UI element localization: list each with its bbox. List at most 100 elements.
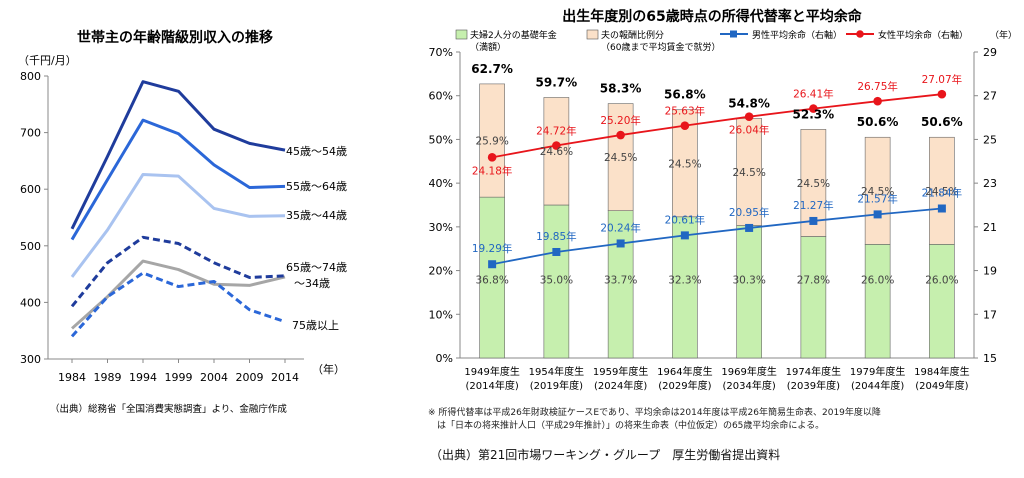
right-x-sub-label: (2019年度) xyxy=(530,379,583,392)
bar-earnings-related xyxy=(929,136,955,245)
legend-earnings-swatch xyxy=(586,29,599,40)
left-series-label: ～34歳 xyxy=(294,277,330,290)
bar-total-label: 58.3% xyxy=(600,82,642,96)
female-value-label: 25.63年 xyxy=(665,105,706,118)
earnings-value-label: 25.9% xyxy=(475,136,508,148)
bar-total-label: 52.3% xyxy=(793,107,835,121)
male-value-label: 21.57年 xyxy=(857,192,898,205)
bar-total-label: 62.7% xyxy=(471,62,513,76)
male-marker xyxy=(680,231,689,240)
left-axes: 300 400 500 600 700 800 1984 1989 1994 1999 2004 20… xyxy=(20,70,304,384)
left-series-line xyxy=(70,235,286,308)
left-source: （出典）総務省「全国消費実態調査」より、金融庁作成 xyxy=(50,403,287,415)
male-marker xyxy=(552,247,561,256)
male-value-label: 19.85年 xyxy=(536,230,577,243)
female-value-label: 26.41年 xyxy=(793,88,834,101)
earnings-value-label: 24.5% xyxy=(861,186,894,198)
bar-basic-pension xyxy=(672,216,698,359)
male-marker xyxy=(809,216,818,225)
right-y-tick-label: 40% xyxy=(429,177,453,190)
right-x-tick-label: 1954年度生 xyxy=(529,365,584,378)
earnings-value-label: 24.5% xyxy=(925,186,958,198)
male-value-label: 20.61年 xyxy=(665,213,706,226)
left-series-line xyxy=(70,271,286,338)
legend-male-label: 男性平均余命（右軸） xyxy=(752,29,842,41)
legend-female-label: 女性平均余命（右軸） xyxy=(878,29,968,41)
left-series-line xyxy=(70,80,286,230)
basic-value-label: 30.3% xyxy=(732,274,765,286)
bar-basic-pension xyxy=(479,196,505,359)
right-x-sub-label: (2034年度) xyxy=(722,379,775,392)
female-value-label: 24.72年 xyxy=(536,125,577,138)
right-y2-tick-label: 29 xyxy=(983,46,997,59)
basic-value-label: 27.8% xyxy=(797,274,830,286)
right-x-tick-label: 1979年度生 xyxy=(850,365,905,378)
left-x-tick-label: 1989 xyxy=(94,371,122,384)
female-marker xyxy=(616,130,625,140)
bar-total-label: 50.6% xyxy=(921,115,963,129)
left-y-tick-label: 600 xyxy=(20,183,41,196)
bar-total-label: 56.8% xyxy=(664,88,706,102)
basic-value-label: 26.0% xyxy=(861,274,894,286)
female-value-label: 25.20年 xyxy=(600,114,641,127)
male-value-label: 21.27年 xyxy=(793,199,834,212)
right-x-sub-label: (2024年度) xyxy=(594,379,647,392)
bar-basic-pension xyxy=(800,236,827,359)
left-y-tick-label: 500 xyxy=(20,240,41,253)
left-x-tick-label: 1984 xyxy=(58,371,86,384)
bar-basic-pension xyxy=(736,225,762,359)
bar-earnings-related xyxy=(543,97,570,206)
right-y-tick-label: 30% xyxy=(429,221,453,234)
bar-earnings-related xyxy=(607,103,634,211)
legend-male-marker xyxy=(730,30,737,38)
basic-value-label: 35.0% xyxy=(540,274,573,286)
right-axes: 0% 10% 20% 30% 40% 50% 60% 70% 15 17 19 21 23 25 27 29 1… xyxy=(429,46,997,392)
right-x-tick-label: 1969年度生 xyxy=(721,365,776,378)
basic-value-label: 32.3% xyxy=(668,274,701,286)
right-y2-tick-label: 25 xyxy=(983,133,997,146)
right-lines xyxy=(487,89,947,269)
right-y-tick-label: 0% xyxy=(436,352,453,365)
earnings-value-label: 24.5% xyxy=(604,152,637,164)
male-marker xyxy=(873,210,882,219)
earnings-value-label: 24.5% xyxy=(668,158,701,170)
male-value-label: 20.95年 xyxy=(729,206,770,219)
right-x-tick-label: 1984年度生 xyxy=(914,365,969,378)
left-series-lines xyxy=(70,80,286,338)
left-x-tick-label: 2014 xyxy=(271,371,299,384)
male-marker xyxy=(745,223,754,232)
right-x-tick-label: 1959年度生 xyxy=(593,365,648,378)
legend-basic-label: 夫婦2人分の基礎年金 xyxy=(470,29,557,41)
basic-value-label: 26.0% xyxy=(925,274,958,286)
left-y-tick-label: 400 xyxy=(20,296,41,309)
right-y2-unit: （年） xyxy=(990,29,1017,41)
right-y-tick-label: 70% xyxy=(429,46,453,59)
left-series-line xyxy=(70,172,286,278)
legend-basic-sub: （満額） xyxy=(470,41,506,53)
bar-total-label: 59.7% xyxy=(536,75,578,89)
right-x-tick-label: 1964年度生 xyxy=(657,365,712,378)
left-x-tick-label: 1999 xyxy=(165,371,193,384)
right-y-tick-label: 50% xyxy=(429,133,453,146)
right-bars xyxy=(479,83,955,359)
left-y-unit: （千円/月） xyxy=(18,54,77,67)
bar-basic-pension xyxy=(864,244,891,359)
male-marker xyxy=(937,204,946,213)
left-x-tick-label: 2004 xyxy=(200,371,228,384)
right-y2-tick-label: 17 xyxy=(983,308,997,321)
female-marker xyxy=(809,104,818,113)
basic-value-label: 36.8% xyxy=(475,274,508,286)
right-x-sub-label: (2029年度) xyxy=(658,379,711,392)
legend-earnings-sub: （60歳まで平均賃金で就労） xyxy=(601,41,720,53)
earnings-value-label: 24.5% xyxy=(732,167,765,179)
bar-basic-pension xyxy=(607,210,634,359)
basic-value-label: 33.7% xyxy=(604,274,637,286)
right-y2-tick-label: 19 xyxy=(983,265,997,278)
left-y-tick-label: 300 xyxy=(20,353,41,366)
male-value-label: 19.29年 xyxy=(472,242,513,255)
left-series-labels: 45歳～54歳 55歳～64歳 35歳～44歳 65歳～74歳 ～34歳 75歳以上 xyxy=(286,145,347,332)
female-marker xyxy=(744,112,754,121)
left-line-chart: 世帯主の年齢階級別収入の推移 （千円/月） （年） （出典）総務省「全国消費実態… xyxy=(18,29,347,415)
earnings-value-label: 24.5% xyxy=(797,178,830,190)
right-x-tick-label: 1974年度生 xyxy=(786,365,841,378)
